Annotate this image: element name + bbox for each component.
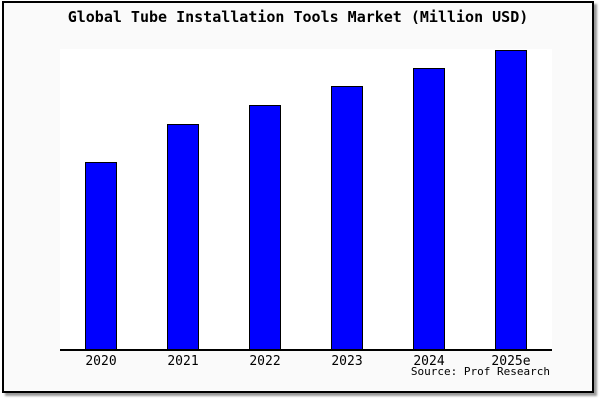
bar-slot [388,49,470,349]
bar-2025e [495,49,527,349]
chart-window: Global Tube Installation Tools Market (M… [2,1,594,393]
bar-slot [306,49,388,349]
bar-2024 [413,68,445,349]
bar-2023 [331,85,363,349]
bar-2021 [167,124,199,349]
plot-area [60,49,552,351]
bar-slot [470,49,552,349]
bars [60,49,552,349]
bar-slot [142,49,224,349]
bar-2022 [249,105,281,349]
x-axis-labels: 2020 2021 2022 2023 2024 2025e [60,354,552,369]
bar-slot [60,49,142,349]
bar-2020 [85,161,117,349]
chart-title: Global Tube Installation Tools Market (M… [67,8,529,26]
x-tick-label-2023: 2023 [331,354,363,369]
x-tick-label-2025e: 2025e [491,354,531,369]
x-tick-label-2022: 2022 [249,354,281,369]
x-tick-label-2020: 2020 [85,354,117,369]
bar-slot [224,49,306,349]
x-tick-label-2024: 2024 [413,354,445,369]
x-tick-label-2021: 2021 [167,354,199,369]
source-credit: Source: Prof Research [410,365,550,378]
